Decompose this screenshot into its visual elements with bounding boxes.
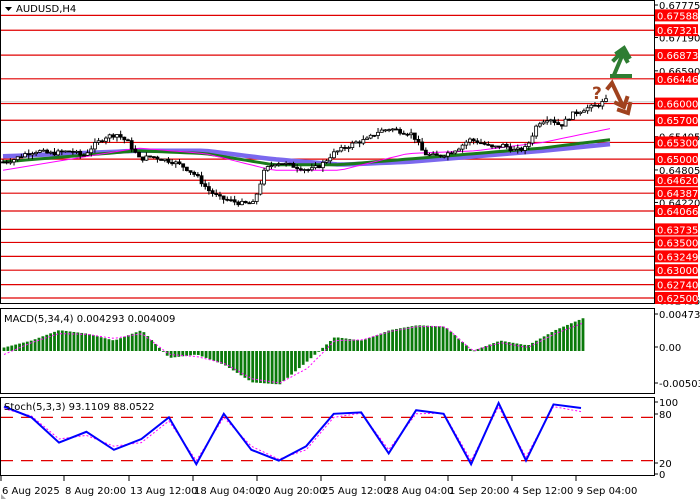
stoch-axis-label: 100: [659, 398, 678, 409]
price-scale-tick: 0.67190: [659, 33, 700, 44]
question-mark: ?: [592, 84, 602, 104]
horizontal-levels: [1, 14, 654, 299]
time-axis-label: 6 Aug 2025: [2, 486, 60, 497]
stoch-axis-label: 80: [659, 410, 672, 421]
stoch-title: Stoch(5,3,3) 93.1109 88.0522: [4, 402, 155, 413]
stoch-axis-label: 0: [659, 470, 665, 481]
time-axis-label: 1 Sep 20:00: [449, 486, 509, 497]
level-label: 0.65700: [657, 116, 698, 127]
time-axis-label: 18 Aug 04:00: [194, 486, 261, 497]
stochastic-lines: [1, 400, 654, 467]
time-axis-label: 4 Sep 12:00: [513, 486, 573, 497]
macd-axis-label: -0.00503: [659, 379, 700, 390]
macd-title: MACD(5,34,4) 0.004293 0.004009: [4, 314, 175, 325]
stoch-axis-label: 20: [659, 459, 672, 470]
level-label: 0.65300: [657, 138, 698, 149]
level-label: 0.63249: [657, 252, 698, 263]
stoch-panel-frame: [0, 397, 655, 476]
macd-axis-label: 0.004737: [659, 310, 700, 321]
level-label: 0.67588: [657, 11, 698, 22]
level-label: 0.66000: [657, 100, 698, 111]
resize-grip[interactable]: [1, 494, 6, 499]
macd-histogram: [2, 318, 585, 385]
time-axis-label: 25 Aug 12:00: [322, 486, 389, 497]
level-label: 0.64387: [657, 189, 698, 200]
level-label: 0.65000: [657, 155, 698, 166]
time-axis-label: 13 Aug 12:00: [130, 486, 197, 497]
up-arrow-icon: [610, 45, 632, 78]
level-label: 0.67321: [657, 26, 698, 37]
time-axis-label: 28 Aug 04:00: [386, 486, 453, 497]
price-scale-tick: 0.64220: [659, 198, 700, 209]
level-label: 0.62740: [657, 281, 698, 292]
level-label: 0.66446: [657, 75, 698, 86]
price-scale-tick: 0.64805: [659, 166, 700, 177]
time-axis-label: 8 Aug 20:00: [65, 486, 126, 497]
price-axis: 0.677750.671900.665900.654050.648050.642…: [654, 1, 700, 307]
level-label: 0.64066: [657, 207, 698, 218]
level-label: 0.62500: [657, 294, 698, 305]
level-label: 0.63500: [657, 238, 698, 249]
candlesticks: [1, 94, 608, 207]
macd-axis-label: 0.00: [659, 343, 681, 354]
symbol-title: AUDUSD,H4: [16, 4, 76, 15]
time-axis-label: 20 Aug 20:00: [258, 486, 325, 497]
down-arrow-icon: [605, 79, 633, 116]
level-label: 0.63735: [657, 225, 698, 236]
level-label: 0.66873: [657, 51, 698, 62]
level-label: 0.63000: [657, 266, 698, 277]
level-label: 0.64620: [657, 176, 698, 187]
triangle-down-icon[interactable]: [5, 7, 12, 11]
price-scale-tick: 0.67775: [659, 1, 700, 12]
price-scale-tick: 0.66590: [659, 67, 700, 78]
time-axis-label: 9 Sep 04:00: [577, 486, 637, 497]
